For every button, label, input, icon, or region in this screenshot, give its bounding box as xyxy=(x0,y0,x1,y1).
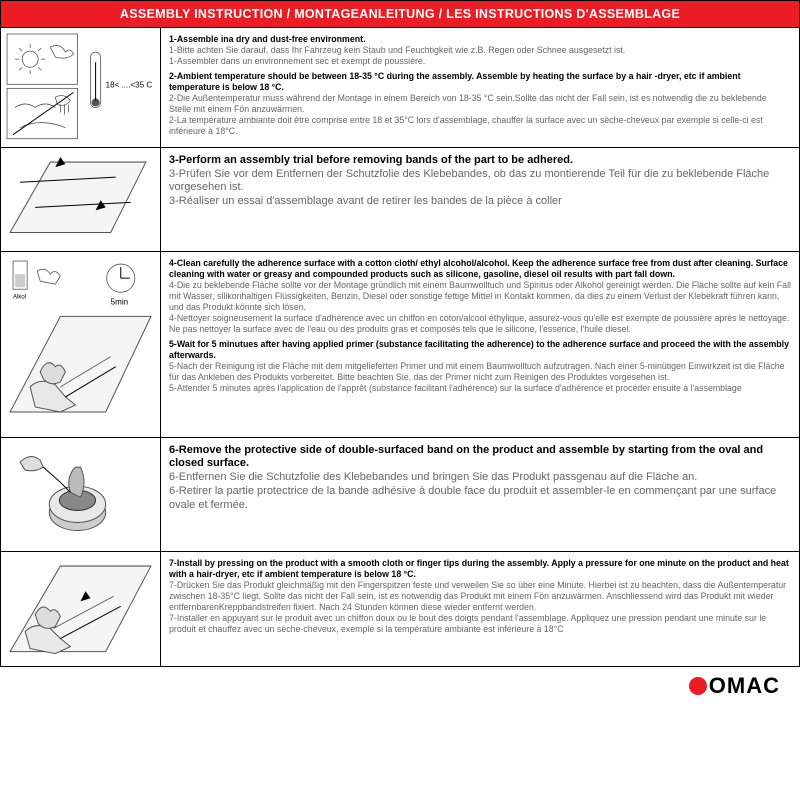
s7-fr: 7-Installer en appuyant sur le produit a… xyxy=(169,613,766,634)
step4-text: 4-Clean carefully the adherence surface … xyxy=(161,252,799,436)
s5-en: 5-Wait for 5 minutues after having appli… xyxy=(169,339,789,360)
s4-fr: 4-Nettoyer soigneusement la surface d'ad… xyxy=(169,313,789,334)
s1-en: 1-Assemble ina dry and dust-free environ… xyxy=(169,34,366,44)
header-bar: ASSEMBLY INSTRUCTION / MONTAGEANLEITUNG … xyxy=(0,0,800,28)
s2-fr: 2-La température ambiante doit être comp… xyxy=(169,115,763,136)
logo-text: OMAC xyxy=(709,673,780,699)
s1-fr: 1-Assembler dans un environnement sec et… xyxy=(169,56,425,66)
s1-de: 1-Bitte achten Sie darauf, dass Ihr Fahr… xyxy=(169,45,625,55)
step7-illustration xyxy=(1,552,161,666)
s2-en: 2-Ambient temperature should be between … xyxy=(169,71,741,92)
brand-logo: OMAC xyxy=(689,673,780,699)
footer: OMAC xyxy=(0,667,800,707)
step-row-4: 6-Remove the protective side of double-s… xyxy=(0,438,800,553)
step-row-2: 3-Perform an assembly trial before remov… xyxy=(0,148,800,253)
step-row-3: Alkol 5min 4-Clean carefully the adheren… xyxy=(0,252,800,437)
s3-fr: 3-Réaliser un essai d'assemblage avant d… xyxy=(169,195,562,207)
s4-de: 4-Die zu beklebende Fläche sollte vor de… xyxy=(169,280,791,312)
temp-label: 18< ....<35 C xyxy=(106,80,153,89)
step1-illustration: 18< ....<35 C xyxy=(1,28,161,147)
s7-de: 7-Drücken Sie das Produkt gleichmäßig mi… xyxy=(169,580,786,612)
s3-de: 3-Prüfen Sie vor dem Entfernen der Schut… xyxy=(169,168,769,194)
s6-en: 6-Remove the protective side of double-s… xyxy=(169,444,763,470)
step4-illustration: Alkol 5min xyxy=(1,252,161,436)
s3-en: 3-Perform an assembly trial before remov… xyxy=(169,154,573,166)
step3-illustration xyxy=(1,148,161,252)
svg-text:Alkol: Alkol xyxy=(13,295,26,301)
s7-en: 7-Install by pressing on the product wit… xyxy=(169,558,789,579)
step6-illustration xyxy=(1,438,161,552)
s2-de: 2-Die Außentemperatur muss während der M… xyxy=(169,93,767,114)
s5-fr: 5-Attender 5 minutes après l'application… xyxy=(169,383,742,393)
step7-text: 7-Install by pressing on the product wit… xyxy=(161,552,799,666)
step6-text: 6-Remove the protective side of double-s… xyxy=(161,438,799,552)
s6-de: 6-Entfernen Sie die Schutzfolie des Kleb… xyxy=(169,471,697,483)
step-row-1: 18< ....<35 C 1-Assemble ina dry and dus… xyxy=(0,28,800,148)
s4-en: 4-Clean carefully the adherence surface … xyxy=(169,258,788,279)
logo-dot-icon xyxy=(689,677,707,695)
step-row-5: 7-Install by pressing on the product wit… xyxy=(0,552,800,667)
step1-text: 1-Assemble ina dry and dust-free environ… xyxy=(161,28,799,147)
timer-label: 5min xyxy=(111,298,128,307)
step3-text: 3-Perform an assembly trial before remov… xyxy=(161,148,799,252)
s6-fr: 6-Retirer la partie protectrice de la ba… xyxy=(169,485,776,511)
s5-de: 5-Nach der Reinigung ist die Fläche mit … xyxy=(169,361,785,382)
